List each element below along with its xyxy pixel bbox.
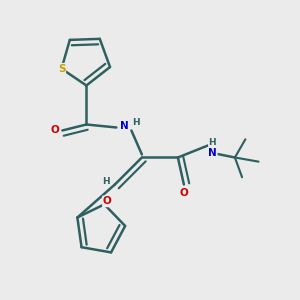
Text: N: N (119, 121, 128, 131)
Text: O: O (50, 125, 59, 136)
Text: H: H (208, 138, 216, 147)
Text: H: H (132, 118, 140, 127)
Text: O: O (179, 188, 188, 199)
Text: S: S (58, 64, 65, 74)
Text: N: N (208, 148, 217, 158)
Text: H: H (102, 177, 110, 186)
Text: O: O (103, 196, 112, 206)
